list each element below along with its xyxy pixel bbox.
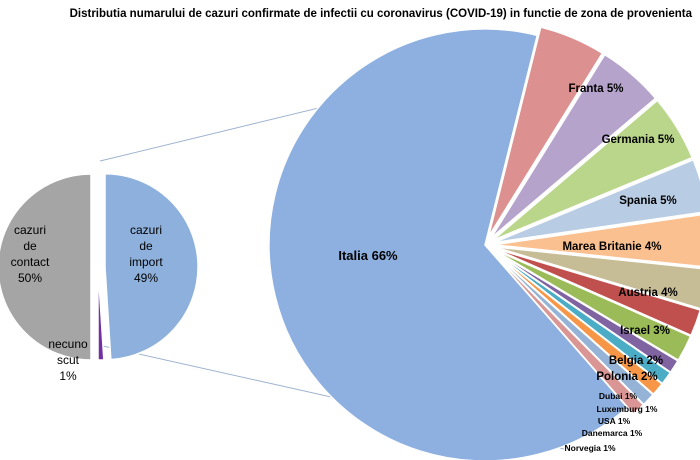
slice-norvegia-1: [490, 251, 645, 416]
overview-pie: [0, 173, 199, 361]
slice-germania-5: [490, 53, 657, 239]
label-usa-1: USA 1%: [598, 416, 631, 426]
label-cazuri-de-import-value: 49%: [134, 271, 158, 285]
label-cazuri-de-import-line-0: cazuri: [130, 223, 162, 237]
label-franta-5: Franta 5%: [569, 83, 624, 95]
label-germania-5: Germania 5%: [602, 134, 675, 146]
slice-polonia-2: [492, 248, 692, 362]
slice-cazuri-de-import: [104, 173, 199, 361]
label-spania-5: Spania 5%: [619, 195, 677, 207]
slice-necuno-scut: [97, 266, 105, 361]
slice-marea-britanie-4: [493, 158, 700, 244]
label-austria-4: Austria 4%: [618, 287, 677, 299]
import-breakdown-pie: [268, 26, 700, 460]
slice-spania-5: [492, 99, 694, 241]
label-cazuri-de-contact-value: 50%: [18, 271, 42, 285]
label-danemarca-1: Danemarca 1%: [582, 428, 643, 438]
label-italia-66: Italia 66%: [338, 248, 398, 263]
slice-israel-3: [493, 246, 700, 310]
slice-austria-4: [493, 214, 700, 268]
label-dubai-1: Dubai 1%: [599, 391, 638, 401]
overview-pie-labels: cazuri de contact 50% cazuri de import 49% necun…: [11, 223, 164, 383]
label-israel-3: Israel 3%: [620, 325, 670, 337]
label-marea-britanie-4: Marea Britanie 4%: [562, 241, 661, 253]
label-cazuri-de-import-line-2: import: [129, 255, 163, 269]
label-belgia-2: Belgia 2%: [609, 355, 663, 367]
label-necuno-scut-line-0: necuno: [48, 337, 88, 351]
import-breakdown-labels: Italia 66% Franta 5% Germania 5% Spania 5% M…: [338, 83, 677, 453]
label-necuno-scut-value: 1%: [59, 369, 77, 383]
label-cazuri-de-contact-line-2: contact: [11, 255, 50, 269]
slice-belgia-2: [493, 247, 700, 337]
label-cazuri-de-contact-line-0: cazuri: [14, 223, 46, 237]
label-norvegia-1: Norvegia 1%: [564, 443, 615, 453]
label-cazuri-de-contact-line-1: de: [23, 239, 37, 253]
slice-franta-5: [487, 26, 604, 238]
label-luxemburg-1: Luxemburg 1%: [597, 404, 658, 414]
slice-cazuri-de-contact: [0, 173, 92, 361]
label-polonia-2: Polonia 2%: [596, 371, 657, 383]
chart-title: Distributia numarului de cazuri confirma…: [70, 8, 693, 20]
label-necuno-scut-line-1: scut: [57, 353, 80, 367]
label-cazuri-de-import-line-1: de: [139, 239, 153, 253]
